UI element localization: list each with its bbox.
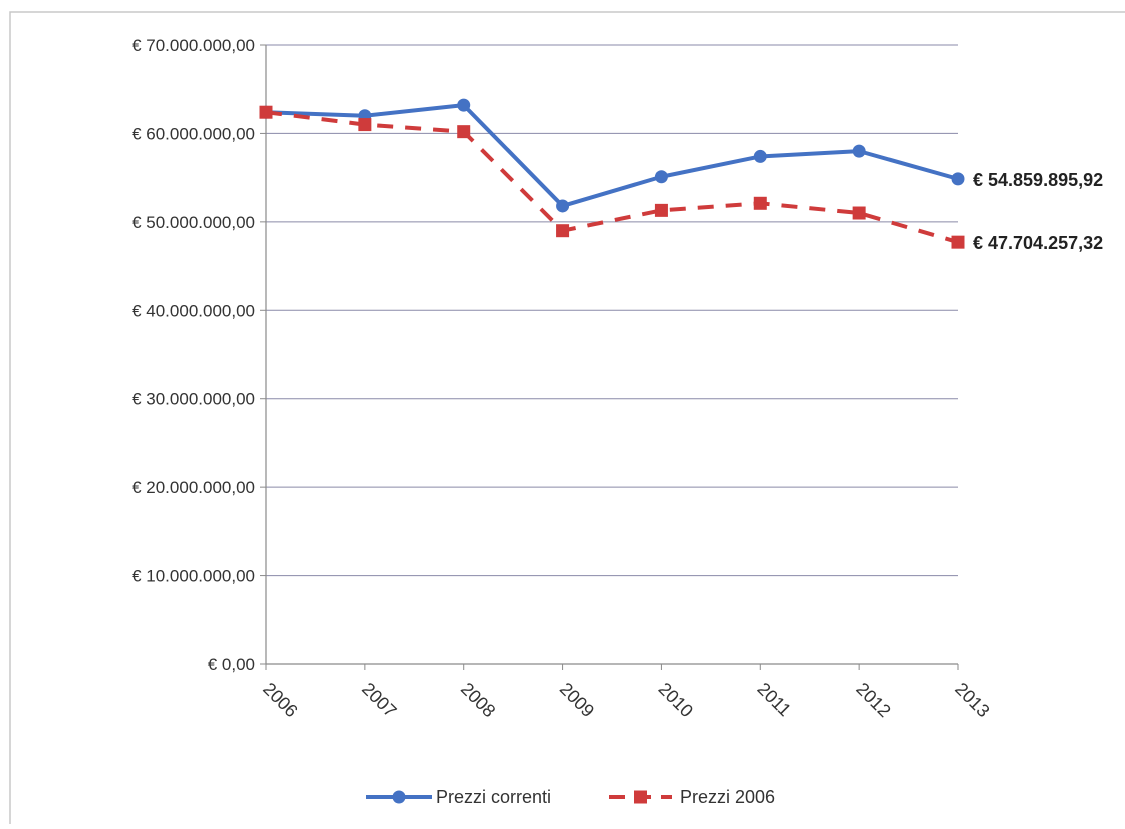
data-point [753, 149, 767, 163]
data-point [654, 203, 668, 217]
y-tick-label: € 10.000.000,00 [132, 567, 255, 586]
chart-border [9, 11, 1125, 829]
series-line-prezzi-correnti [264, 103, 960, 208]
data-point [753, 196, 767, 210]
x-tick-label: 2012 [852, 679, 894, 721]
data-point [654, 170, 668, 184]
end-value-label: € 47.704.257,32 [973, 233, 1103, 253]
legend: Prezzi correnti Prezzi 2006 [366, 787, 775, 807]
y-tick-label: € 20.000.000,00 [132, 478, 255, 497]
y-tick-label: € 0,00 [208, 655, 255, 674]
data-point [951, 235, 965, 249]
legend-marker [634, 790, 647, 804]
data-point [556, 224, 570, 238]
y-tick-label: € 70.000.000,00 [132, 36, 255, 55]
y-tick-label: € 30.000.000,00 [132, 390, 255, 409]
y-tick-labels: € 0,00 € 10.000.000,00 € 20.000.000,00 € 30… [132, 36, 255, 674]
end-value-labels: € 54.859.895,92 € 47.704.257,32 [973, 170, 1103, 253]
legend-label: Prezzi 2006 [680, 787, 775, 807]
gridlines [266, 44, 958, 577]
x-tick-label: 2011 [753, 679, 795, 721]
y-tick-label: € 40.000.000,00 [132, 301, 255, 320]
y-tick-label: € 60.000.000,00 [132, 124, 255, 143]
x-tick-label: 2007 [358, 679, 400, 721]
x-tick-label: 2009 [556, 679, 598, 721]
x-tick-label: 2010 [655, 679, 697, 721]
legend-label: Prezzi correnti [436, 787, 551, 807]
end-value-label: € 54.859.895,92 [973, 170, 1103, 190]
y-tick-label: € 50.000.000,00 [132, 213, 255, 232]
x-tick-label: 2008 [457, 679, 499, 721]
x-tick-labels: 2006 2007 2008 2009 2010 2011 2012 2013 [259, 679, 993, 721]
data-point [457, 125, 471, 139]
data-point [259, 105, 273, 119]
data-point [852, 144, 866, 158]
x-tick-label: 2013 [951, 679, 993, 721]
data-point [457, 98, 471, 112]
data-point [556, 199, 570, 213]
data-point [852, 206, 866, 220]
series [259, 98, 965, 249]
data-point [358, 118, 372, 132]
legend-marker [392, 790, 406, 804]
series-line-prezzi-2006 [265, 110, 959, 245]
x-tick-label: 2006 [259, 679, 301, 721]
data-point [951, 172, 965, 186]
axes [260, 44, 959, 670]
